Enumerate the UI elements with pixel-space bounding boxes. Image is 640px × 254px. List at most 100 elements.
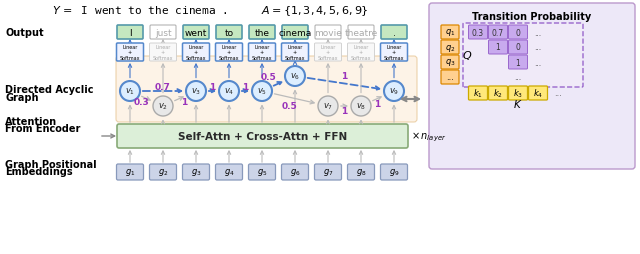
Text: I: I: [129, 28, 131, 37]
FancyBboxPatch shape: [381, 44, 408, 62]
FancyBboxPatch shape: [150, 164, 177, 180]
Circle shape: [219, 82, 239, 102]
Text: ...: ...: [515, 73, 522, 82]
Text: $g_1$: $g_1$: [125, 167, 135, 178]
Text: $q_2$: $q_2$: [445, 42, 455, 53]
Circle shape: [186, 82, 206, 102]
Text: $g_2$: $g_2$: [158, 167, 168, 178]
FancyBboxPatch shape: [381, 164, 408, 180]
FancyBboxPatch shape: [117, 26, 143, 40]
Text: $q_3$: $q_3$: [445, 57, 455, 68]
Text: just: just: [155, 28, 172, 37]
Text: ...: ...: [534, 28, 541, 37]
FancyBboxPatch shape: [509, 56, 527, 70]
Text: $k_3$: $k_3$: [513, 87, 523, 100]
FancyBboxPatch shape: [248, 44, 275, 62]
Text: $k_4$: $k_4$: [533, 87, 543, 100]
Text: Graph Positional: Graph Positional: [5, 159, 97, 169]
Text: movie: movie: [314, 28, 342, 37]
Circle shape: [153, 97, 173, 117]
FancyBboxPatch shape: [117, 124, 408, 148]
Text: $q_1$: $q_1$: [445, 27, 455, 38]
Text: ...: ...: [534, 43, 541, 52]
Text: Linear
+
Softmax: Linear + Softmax: [384, 44, 404, 61]
Text: Linear
+
Softmax: Linear + Softmax: [120, 44, 140, 61]
FancyBboxPatch shape: [348, 164, 374, 180]
FancyBboxPatch shape: [509, 26, 527, 40]
Text: $g_5$: $g_5$: [257, 167, 268, 178]
Text: $K$: $K$: [513, 98, 523, 109]
FancyBboxPatch shape: [249, 26, 275, 40]
Text: 1: 1: [181, 98, 188, 107]
Text: $v_6$: $v_6$: [290, 71, 300, 82]
Text: 0: 0: [516, 43, 520, 52]
FancyBboxPatch shape: [216, 44, 243, 62]
Text: theatre: theatre: [344, 28, 378, 37]
Text: $g_6$: $g_6$: [290, 167, 300, 178]
FancyBboxPatch shape: [441, 71, 459, 85]
FancyBboxPatch shape: [381, 26, 407, 40]
Text: 1: 1: [243, 82, 248, 91]
Text: $g_7$: $g_7$: [323, 167, 333, 178]
FancyBboxPatch shape: [216, 26, 242, 40]
Text: $v_1$: $v_1$: [125, 86, 135, 97]
Circle shape: [351, 97, 371, 117]
FancyBboxPatch shape: [183, 26, 209, 40]
Circle shape: [285, 67, 305, 87]
FancyBboxPatch shape: [216, 164, 243, 180]
Text: went: went: [185, 28, 207, 37]
Text: .: .: [392, 28, 396, 37]
FancyBboxPatch shape: [441, 56, 459, 70]
Text: ...: ...: [554, 89, 562, 98]
Text: $g_8$: $g_8$: [356, 167, 366, 178]
FancyBboxPatch shape: [488, 87, 508, 101]
Text: $v_7$: $v_7$: [323, 101, 333, 112]
FancyBboxPatch shape: [509, 41, 527, 55]
FancyBboxPatch shape: [150, 44, 177, 62]
Text: ...: ...: [446, 73, 454, 82]
Text: $Q$: $Q$: [462, 48, 472, 61]
Text: 1: 1: [341, 72, 348, 81]
Text: Linear
+
Softmax: Linear + Softmax: [285, 44, 305, 61]
FancyBboxPatch shape: [182, 164, 209, 180]
Text: Linear
+
Softmax: Linear + Softmax: [153, 44, 173, 61]
Text: ...: ...: [534, 58, 541, 67]
FancyBboxPatch shape: [314, 164, 342, 180]
Text: $v_9$: $v_9$: [389, 86, 399, 97]
FancyBboxPatch shape: [182, 44, 209, 62]
FancyBboxPatch shape: [116, 164, 143, 180]
Text: $g_9$: $g_9$: [388, 167, 399, 178]
Text: 0.3: 0.3: [472, 28, 484, 37]
Text: Linear
+
Softmax: Linear + Softmax: [219, 44, 239, 61]
Text: 1: 1: [374, 100, 381, 108]
Text: 0.7: 0.7: [492, 28, 504, 37]
Text: to: to: [225, 28, 234, 37]
FancyBboxPatch shape: [441, 41, 459, 55]
Text: $v_2$: $v_2$: [158, 101, 168, 112]
FancyBboxPatch shape: [282, 44, 308, 62]
FancyBboxPatch shape: [429, 4, 635, 169]
Text: 1: 1: [209, 82, 216, 91]
Text: 0.5: 0.5: [260, 73, 276, 82]
FancyBboxPatch shape: [488, 26, 508, 40]
Text: $Y\,=$ I went to the cinema .     $A = \{1,3,4,5,6,9\}$: $Y\,=$ I went to the cinema . $A = \{1,3…: [52, 4, 368, 18]
Text: $v_5$: $v_5$: [257, 86, 267, 97]
Text: Embeddings: Embeddings: [5, 166, 72, 176]
Text: Attention: Attention: [5, 117, 57, 126]
FancyBboxPatch shape: [248, 164, 275, 180]
FancyBboxPatch shape: [150, 26, 176, 40]
Text: Transition Probability: Transition Probability: [472, 12, 591, 22]
Text: Linear
+
Softmax: Linear + Softmax: [186, 44, 206, 61]
FancyBboxPatch shape: [314, 44, 342, 62]
Text: 0.5: 0.5: [282, 102, 298, 110]
Text: Output: Output: [5, 28, 44, 38]
Text: 0.7: 0.7: [155, 82, 171, 91]
Text: $g_4$: $g_4$: [223, 167, 234, 178]
Text: Self-Attn + Cross-Attn + FFN: Self-Attn + Cross-Attn + FFN: [178, 132, 347, 141]
Circle shape: [120, 82, 140, 102]
Circle shape: [252, 82, 272, 102]
FancyBboxPatch shape: [282, 26, 308, 40]
Text: 1: 1: [495, 43, 500, 52]
Text: $v_8$: $v_8$: [356, 101, 366, 112]
FancyBboxPatch shape: [509, 87, 527, 101]
